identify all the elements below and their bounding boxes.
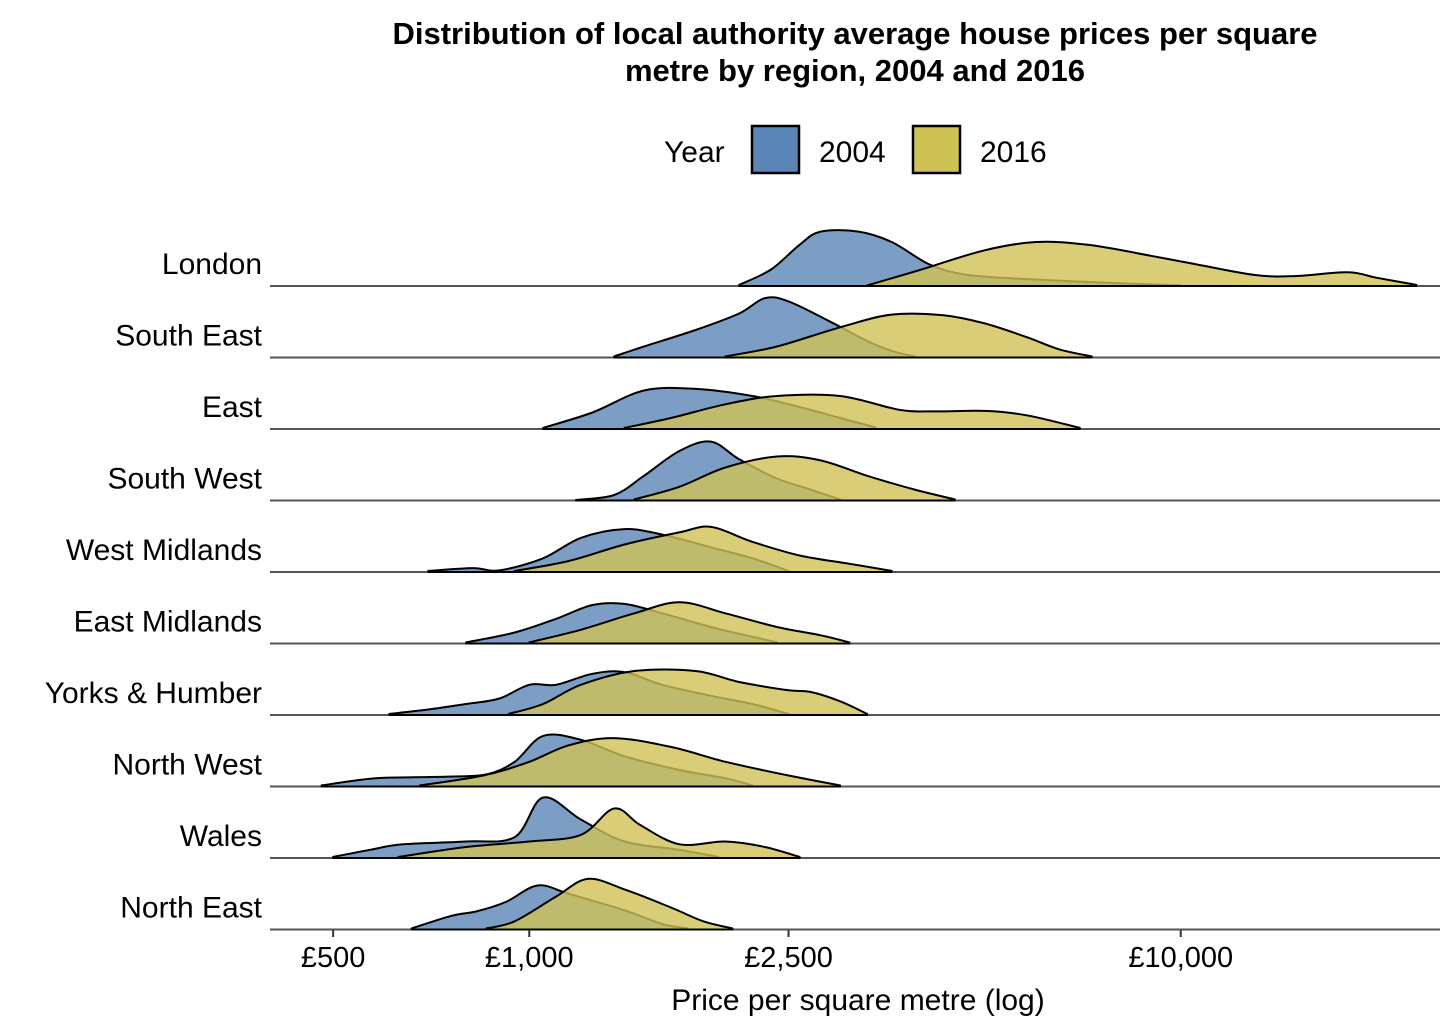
region-label: West Midlands [66,534,262,567]
density-2016-south-west [633,455,956,502]
x-tick-label: £1,000 [485,942,574,974]
x-tick-label: £10,000 [1128,942,1233,974]
ridge-london: London [162,229,1440,287]
legend: Year 2004 2016 [664,124,1047,175]
legend-key-2016 [911,124,962,175]
x-tick-label: £2,500 [744,942,833,974]
ridge-wales: Wales [180,796,1440,859]
x-tick-label: £500 [301,942,366,974]
x-axis-title: Price per square metre (log) [671,984,1044,1017]
ridge-north-west: North West [113,733,1440,788]
ridge-east: East [202,386,1440,430]
ridge-south-east: South East [115,296,1440,359]
legend-label-2016: 2016 [980,136,1047,169]
region-label: South East [115,320,262,353]
ridge-south-west: South West [107,440,1440,502]
legend-label-2004: 2004 [819,136,886,169]
region-label: North East [120,892,262,925]
density-2016-south-east [724,312,1093,359]
density-2016-east [623,393,1081,430]
ridge-east-midlands: East Midlands [74,601,1440,645]
density-2016-east-midlands [528,601,851,645]
density-2016-wales [397,807,801,859]
density-2016-yorks-humber [507,668,869,716]
density-2016-west-midlands [513,525,893,573]
density-2016-north-west [419,737,842,788]
region-label: Yorks & Humber [45,677,262,710]
region-label: East [202,391,263,424]
region-label: South West [107,463,262,496]
ridges: London South East East South West West Midla… [45,229,1440,931]
chart-title-line2: metre by region, 2004 and 2016 [625,53,1085,88]
region-label: Wales [180,820,262,853]
legend-key-2004 [750,124,801,175]
x-axis: £500 £1,000 £2,500 £10,000 [301,930,1233,974]
ridge-north-east: North East [120,877,1440,931]
region-label: East Midlands [74,606,262,639]
chart-title: Distribution of local authority average … [392,16,1317,51]
density-2016-london [866,240,1418,287]
density-2016-north-east [485,877,734,931]
region-label: London [162,248,262,281]
legend-title: Year [664,136,725,169]
region-label: North West [113,749,263,782]
ridge-west-midlands: West Midlands [66,525,1440,573]
ridge-yorks-humber: Yorks & Humber [45,668,1440,716]
